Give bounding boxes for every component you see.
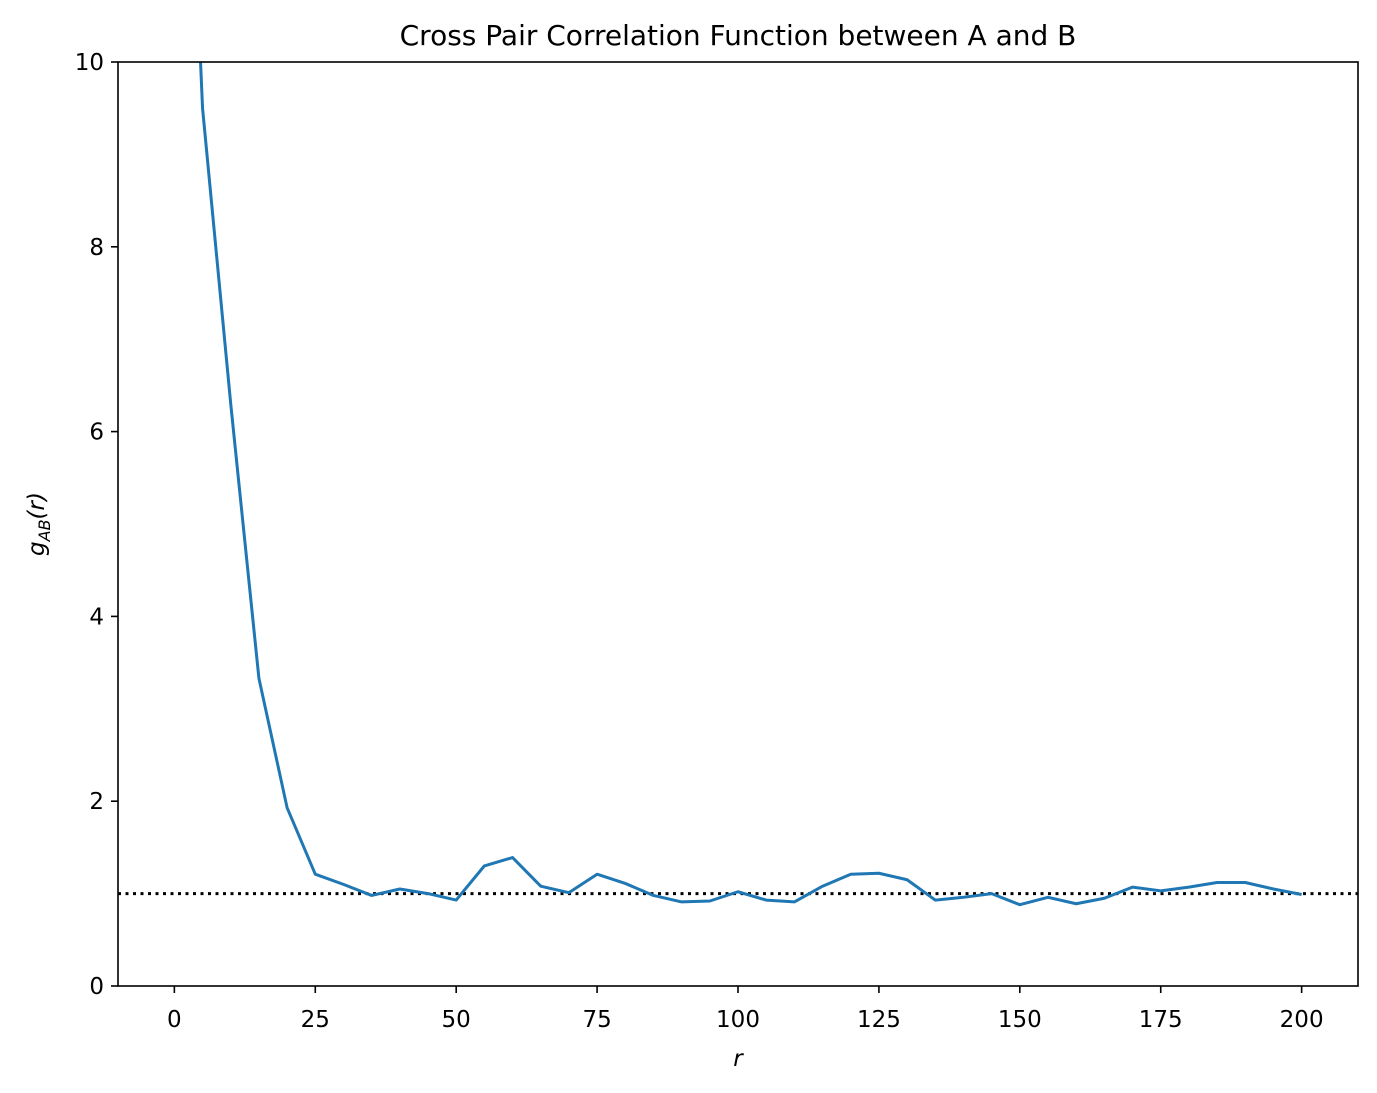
x-axis: 0 25 50 75 100 125 150 175 200: [167, 986, 1324, 1033]
y-tick-label: 4: [89, 604, 104, 630]
y-tick-label: 2: [89, 789, 104, 815]
x-tick-label: 50: [442, 1007, 471, 1033]
x-tick-label: 100: [716, 1007, 760, 1033]
x-tick-label: 175: [1139, 1007, 1183, 1033]
x-tick-label: 125: [857, 1007, 901, 1033]
x-tick-label: 75: [582, 1007, 611, 1033]
y-tick-label: 6: [89, 420, 104, 446]
y-axis-label-main: g: [24, 541, 50, 556]
x-tick-label: 200: [1280, 1007, 1324, 1033]
x-tick-label: 0: [167, 1007, 182, 1033]
y-tick-label: 10: [75, 50, 104, 76]
chart-title: Cross Pair Correlation Function between …: [400, 19, 1077, 52]
y-axis-label: gAB(r): [24, 492, 54, 556]
y-tick-label: 8: [89, 235, 104, 261]
x-axis-label: r: [733, 1046, 744, 1072]
y-axis: 0 2 4 6 8 10: [75, 50, 118, 1000]
y-axis-label-suffix: (r): [24, 492, 50, 519]
y-axis-label-subscript: AB: [35, 519, 54, 542]
series-line: [199, 62, 1302, 907]
x-tick-label: 25: [301, 1007, 330, 1033]
y-tick-label: 0: [89, 974, 104, 1000]
series-layer: [199, 62, 1302, 907]
x-tick-label: 150: [998, 1007, 1042, 1033]
